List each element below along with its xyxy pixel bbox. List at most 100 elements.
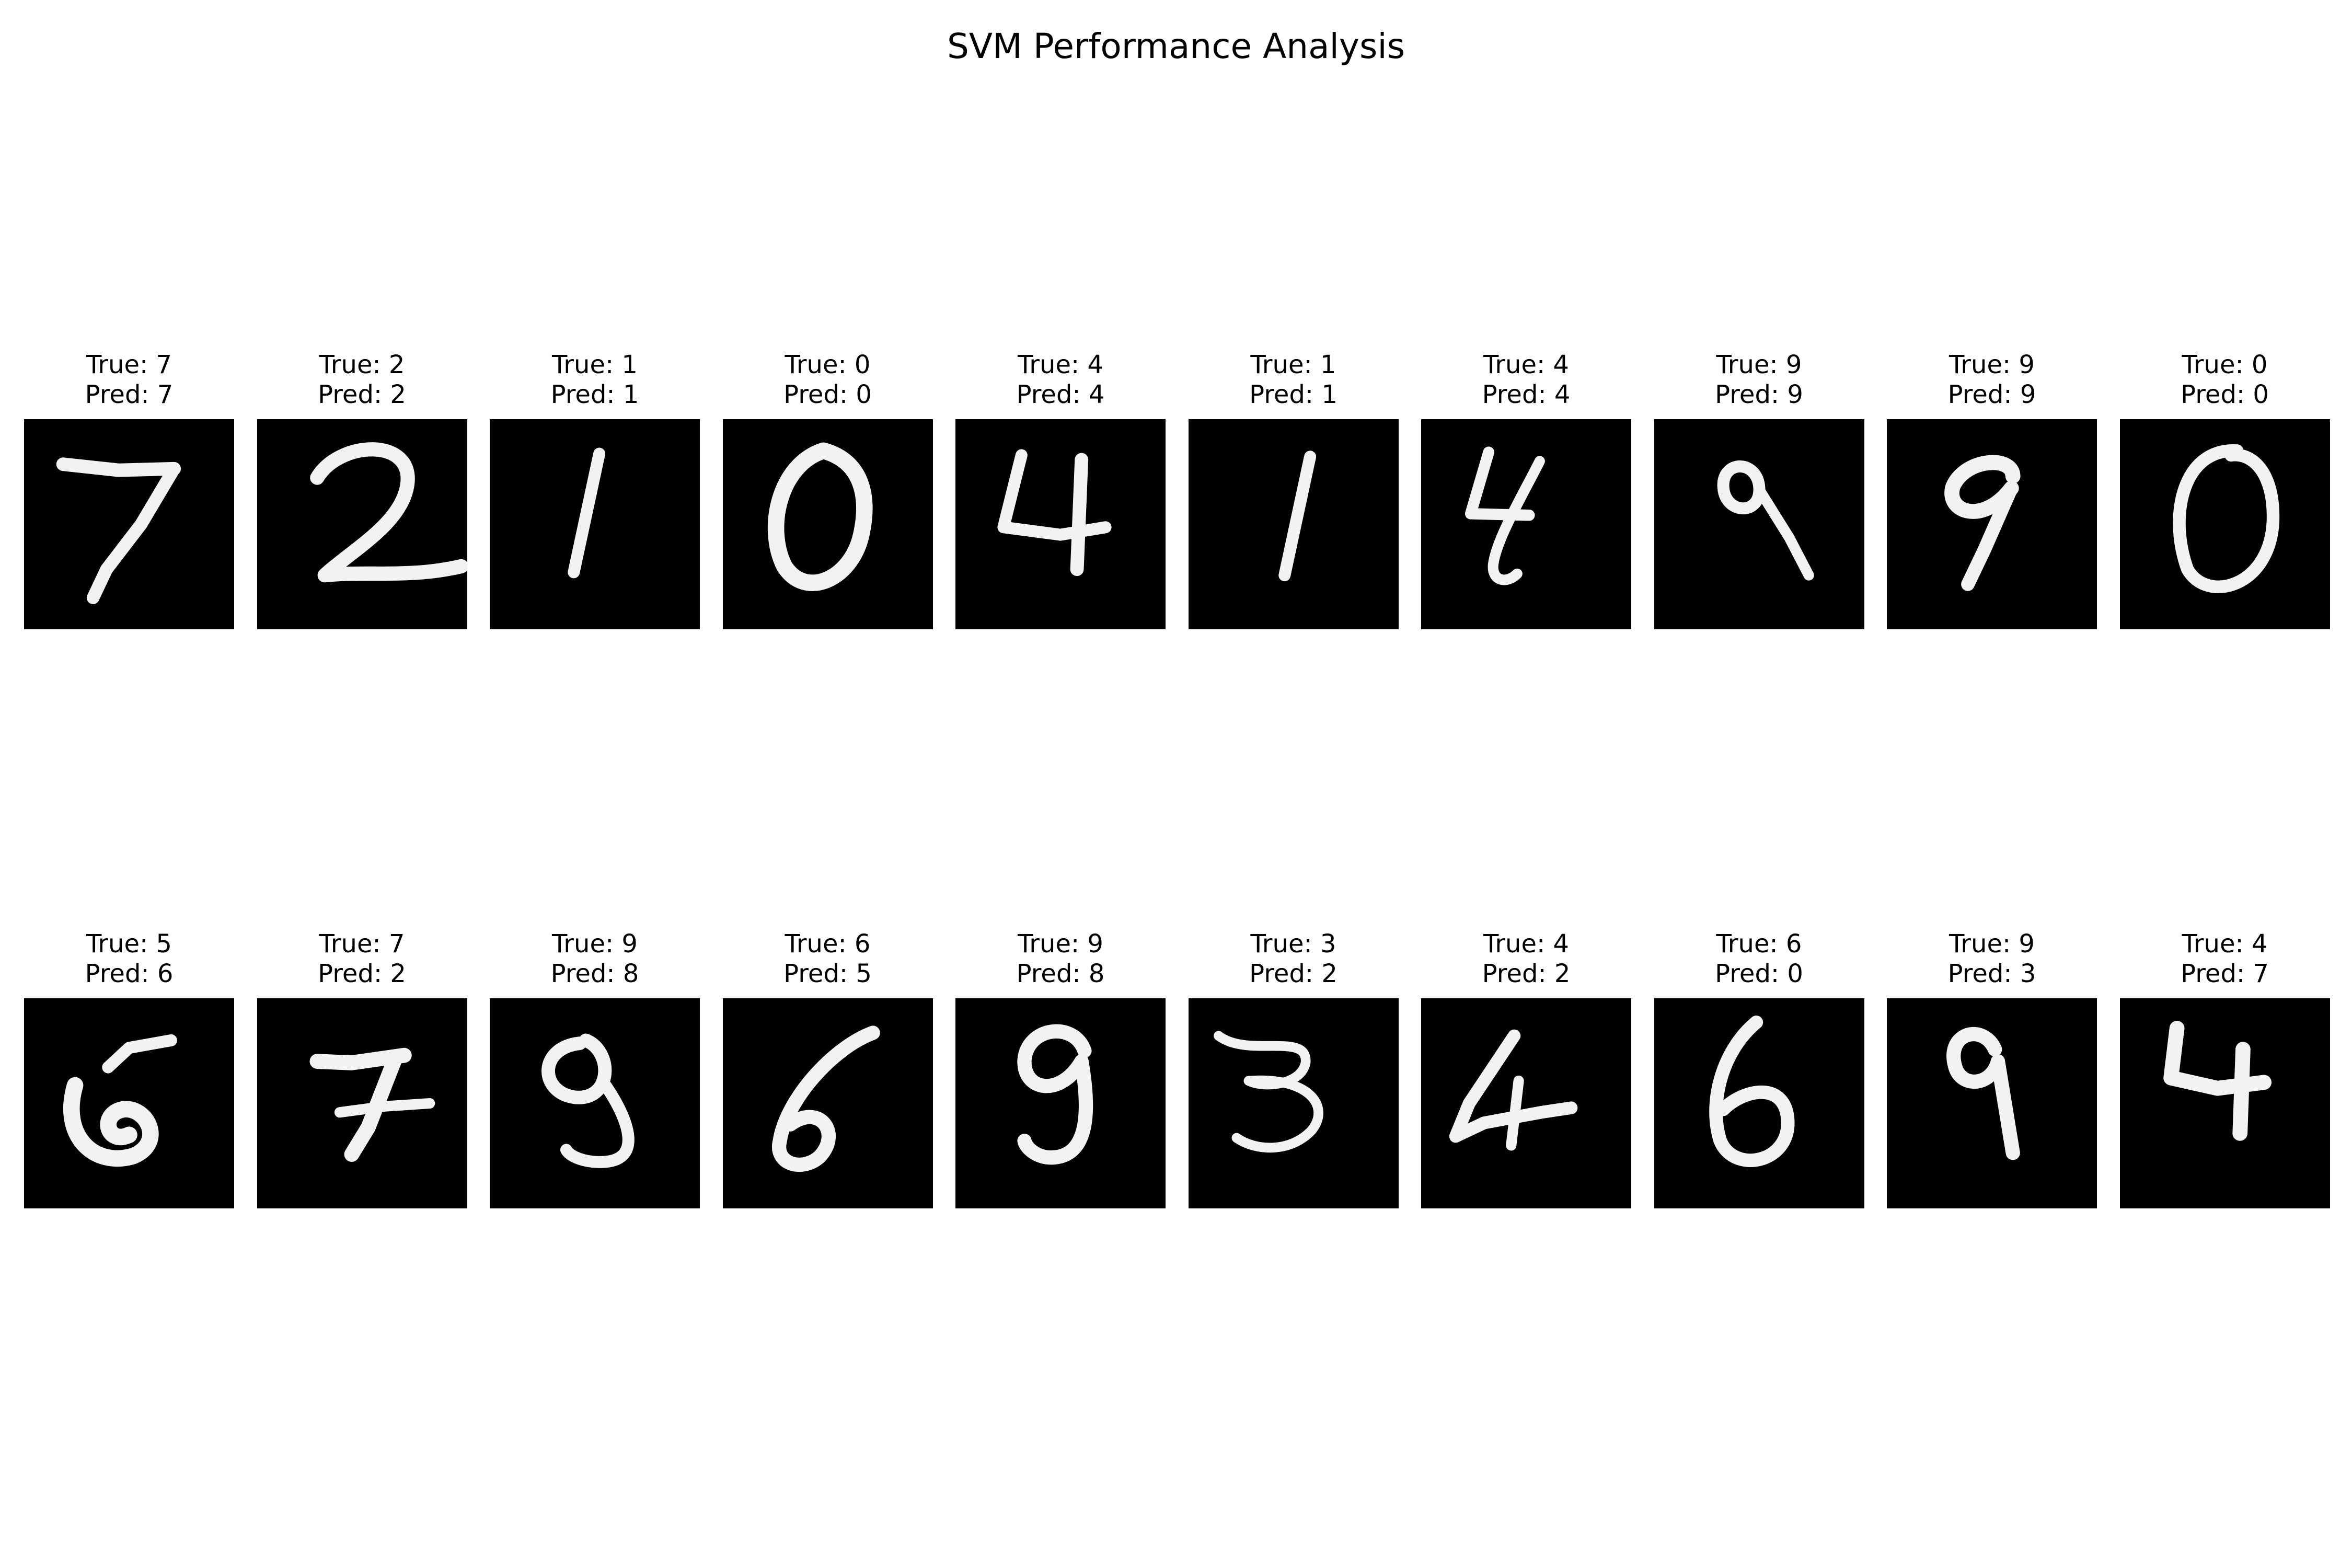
sample-caption: True: 5 Pred: 6 <box>3 929 255 989</box>
handwritten-digit-graphic <box>1946 1027 2020 1160</box>
digit-stroke <box>86 462 181 604</box>
digit-image <box>722 419 933 629</box>
pred-label-text: Pred: 2 <box>1482 959 1571 988</box>
sample-panel: True: 9 Pred: 9 <box>1654 350 1864 629</box>
true-label-text: True: 1 <box>1250 350 1336 379</box>
digit-stroke <box>997 449 1112 541</box>
pred-label-text: Pred: 0 <box>2181 380 2269 409</box>
pred-label-text: Pred: 9 <box>1947 380 2036 409</box>
true-label-text: True: 5 <box>86 929 172 959</box>
digit-image <box>257 998 467 1208</box>
pred-label-text: Pred: 8 <box>550 959 639 988</box>
true-label-text: True: 0 <box>785 350 871 379</box>
digit-stroke <box>56 457 181 477</box>
sample-caption: True: 3 Pred: 2 <box>1168 929 1420 989</box>
sample-panel: True: 0 Pred: 0 <box>722 350 933 629</box>
handwritten-digit-graphic <box>1717 460 1814 581</box>
handwritten-digit-graphic <box>309 442 467 583</box>
digit-stroke <box>1213 1031 1323 1153</box>
sample-caption: True: 0 Pred: 0 <box>2099 350 2351 410</box>
digit-image <box>722 998 933 1208</box>
sample-caption: True: 4 Pred: 4 <box>1400 350 1652 410</box>
true-label-text: True: 9 <box>1949 350 2035 379</box>
handwritten-digit-graphic <box>1709 1016 1794 1167</box>
handwritten-digit-graphic <box>63 1034 177 1167</box>
sample-panel: True: 1 Pred: 1 <box>490 350 700 629</box>
pred-label-text: Pred: 7 <box>2181 959 2269 988</box>
true-label-text: True: 6 <box>1716 929 1802 959</box>
true-label-text: True: 9 <box>1716 350 1802 379</box>
sample-caption: True: 6 Pred: 5 <box>702 929 954 989</box>
digit-stroke <box>541 1033 612 1104</box>
digit-image <box>1887 419 2097 629</box>
digit-image <box>1188 419 1399 629</box>
sample-caption: True: 4 Pred: 7 <box>2099 929 2351 989</box>
sample-panel: True: 9 Pred: 3 <box>1887 929 2097 1208</box>
digit-image <box>1654 998 1864 1208</box>
pred-label-text: Pred: 8 <box>1016 959 1105 988</box>
digit-image <box>490 998 700 1208</box>
digit-stroke <box>2172 444 2279 593</box>
pred-label-text: Pred: 5 <box>783 959 872 988</box>
sample-panel: True: 7 Pred: 7 <box>24 350 234 629</box>
digit-stroke <box>1488 456 1545 585</box>
sample-panel: True: 4 Pred: 4 <box>955 350 1166 629</box>
digit-stroke <box>1070 453 1089 577</box>
sample-panel: True: 7 Pred: 2 <box>257 929 467 1208</box>
sample-caption: True: 9 Pred: 8 <box>469 929 721 989</box>
digit-image <box>24 419 234 629</box>
handwritten-digit-graphic <box>1017 1024 1093 1165</box>
sample-caption: True: 4 Pred: 4 <box>935 350 1186 410</box>
digit-image <box>24 998 234 1208</box>
digit-image <box>1654 419 1864 629</box>
digit-image <box>1421 419 1631 629</box>
digit-stroke <box>1946 1027 2020 1160</box>
handwritten-digit-graphic <box>997 449 1112 577</box>
digit-stroke <box>2232 1042 2251 1141</box>
pred-label-text: Pred: 9 <box>1715 380 1803 409</box>
digit-stroke <box>1449 1029 1578 1143</box>
sample-caption: True: 9 Pred: 9 <box>1633 350 1885 410</box>
pred-label-text: Pred: 1 <box>1249 380 1338 409</box>
sample-panel: True: 4 Pred: 4 <box>1421 350 1631 629</box>
sample-row-1: True: 7 Pred: 7 True: 2 Pred: 2 True: 1 Pred:… <box>0 350 2352 629</box>
digit-stroke <box>1944 455 2021 519</box>
digit-stroke <box>1506 1075 1524 1151</box>
digit-stroke <box>1961 481 2019 591</box>
sample-panel: True: 4 Pred: 2 <box>1421 929 1631 1208</box>
sample-caption: True: 0 Pred: 0 <box>702 350 954 410</box>
handwritten-digit-graphic <box>771 1025 880 1172</box>
sample-caption: True: 6 Pred: 0 <box>1633 929 1885 989</box>
sample-panel: True: 2 Pred: 2 <box>257 350 467 629</box>
digit-stroke <box>309 442 467 583</box>
sample-panel: True: 9 Pred: 8 <box>490 929 700 1208</box>
digit-stroke <box>560 1075 635 1168</box>
handwritten-digit-graphic <box>1465 446 1545 585</box>
pred-label-text: Pred: 7 <box>85 380 174 409</box>
sample-caption: True: 4 Pred: 2 <box>1400 929 1652 989</box>
digit-stroke <box>102 1034 177 1074</box>
digit-stroke <box>1709 1016 1794 1167</box>
handwritten-digit-graphic <box>767 442 872 591</box>
digit-image <box>1188 998 1399 1208</box>
sample-panel: True: 4 Pred: 7 <box>2119 929 2330 1208</box>
digit-stroke <box>1017 1024 1093 1165</box>
digit-stroke <box>767 442 872 591</box>
true-label-text: True: 4 <box>2182 929 2268 959</box>
sample-panel: True: 6 Pred: 0 <box>1654 929 1864 1208</box>
sample-caption: True: 2 Pred: 2 <box>236 350 488 410</box>
digit-stroke <box>1278 451 1316 582</box>
true-label-text: True: 2 <box>319 350 405 379</box>
handwritten-digit-graphic <box>1449 1029 1578 1151</box>
true-label-text: True: 6 <box>785 929 871 959</box>
sample-panel: True: 9 Pred: 8 <box>955 929 1166 1208</box>
pred-label-text: Pred: 0 <box>783 380 872 409</box>
digit-image <box>955 419 1166 629</box>
true-label-text: True: 9 <box>1949 929 2035 959</box>
digit-image <box>2119 419 2330 629</box>
digit-image <box>490 419 700 629</box>
digit-stroke <box>63 1077 159 1167</box>
digit-image <box>257 419 467 629</box>
sample-caption: True: 9 Pred: 8 <box>935 929 1186 989</box>
handwritten-digit-graphic <box>1213 1031 1323 1153</box>
